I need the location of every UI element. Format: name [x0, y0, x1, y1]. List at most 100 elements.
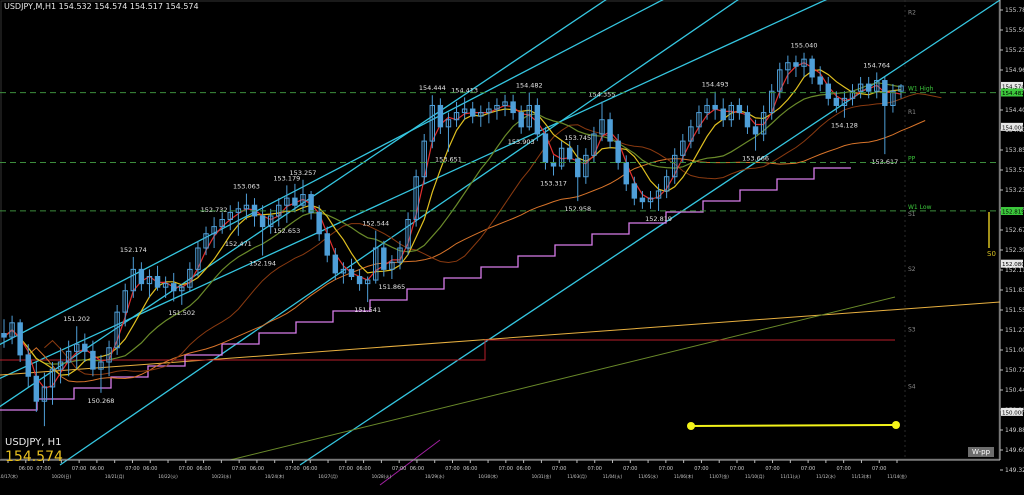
candle-body — [696, 112, 702, 128]
candle-body — [284, 197, 290, 206]
y-tick-label: 155.505 — [1005, 27, 1024, 34]
x-tick-label: 10/21(月) — [105, 474, 125, 480]
x-tick-label: 11/12(水) — [816, 473, 836, 479]
y-tick-label: 150.440 — [1005, 387, 1024, 394]
x-tick-label: 10/27(月) — [318, 474, 338, 480]
x-tick-label: 07:00 — [125, 466, 139, 472]
price-label: 152.194 — [249, 260, 276, 268]
price-labels-layer: 151.202 150.268 152.174 151.502 152.732 153.0… — [63, 42, 898, 405]
price-box — [1001, 207, 1023, 216]
x-tick-label: 10/28(火) — [372, 474, 392, 479]
candle-body — [41, 386, 48, 402]
x-tick-label: 06:00 — [463, 466, 477, 472]
candle-body — [211, 226, 217, 235]
candle-body — [98, 361, 104, 370]
candle-body — [106, 347, 112, 363]
candle-body — [760, 112, 767, 135]
y-tick-label: 151.275 — [1005, 327, 1024, 334]
price-label: 153.666 — [742, 155, 769, 163]
corner-label[interactable]: W-pp — [968, 447, 994, 457]
candle-body — [138, 268, 145, 285]
y-tick-label: 149.605 — [1005, 447, 1024, 454]
candle-body — [833, 97, 840, 106]
candle-body — [817, 76, 823, 85]
candle-body — [74, 343, 80, 352]
y-tick-label: 153.850 — [1005, 147, 1024, 154]
price-label: 153.317 — [540, 180, 567, 188]
candle-body — [469, 108, 476, 117]
channel-line — [0, 0, 664, 346]
candle-body — [154, 275, 161, 288]
y-tick-label: 152.390 — [1005, 247, 1024, 254]
candle-body — [90, 350, 96, 370]
candle-body — [461, 108, 468, 114]
price-label: 154.355 — [589, 91, 616, 99]
candle-body — [591, 133, 597, 156]
x-tick-label: 10/24(木) — [265, 473, 285, 480]
candle-body — [267, 215, 274, 228]
yellow-marker-end — [892, 421, 900, 429]
x-tick-label: 07:00 — [836, 466, 850, 472]
y-tick-label: 149.325 — [1005, 467, 1024, 474]
candle-body — [453, 112, 460, 121]
price-box — [1001, 81, 1023, 90]
pivot-label: S1 — [908, 211, 916, 218]
candle-body — [849, 90, 856, 99]
y-tick-label: 152.670 — [1005, 227, 1024, 234]
x-tick-label: 10/17(木) — [0, 473, 18, 480]
candle-body — [712, 104, 718, 110]
candle-body — [324, 233, 330, 256]
candle-body — [292, 197, 298, 206]
price-label: 154.493 — [702, 81, 729, 89]
candle-body — [542, 133, 549, 163]
candle-body — [486, 108, 492, 114]
candle-body — [768, 90, 775, 114]
candle-body — [534, 104, 541, 135]
y-tick-label: 152.115 — [1005, 267, 1024, 274]
candle-body — [688, 126, 694, 142]
candle-body — [130, 268, 137, 292]
candle-body — [243, 204, 250, 210]
candle-body — [170, 283, 177, 292]
chart-header: USDJPY,M,H1 154.532 154.574 154.517 154.… — [4, 2, 199, 11]
candle-body — [227, 211, 233, 220]
candles-layer — [1, 52, 904, 427]
price-label: 153.903 — [508, 138, 535, 146]
price-box — [1001, 122, 1023, 131]
channel-line — [0, 0, 828, 380]
candle-body — [801, 58, 807, 67]
x-tick-label: 07:00 — [499, 466, 513, 472]
x-tick-label: 06:00 — [250, 466, 264, 472]
x-tick-label: 10/31(金) — [532, 473, 552, 479]
candle-body — [203, 233, 209, 249]
candle-body — [558, 147, 565, 167]
x-tick-label: 07:00 — [232, 466, 246, 472]
x-tick-label: 06:00 — [143, 466, 157, 472]
candle-body — [373, 247, 379, 281]
candle-body — [179, 286, 185, 292]
price-label: 153.063 — [233, 183, 260, 191]
candle-body — [744, 112, 751, 128]
candle-body — [599, 119, 605, 135]
y-tick-label: 154.965 — [1005, 67, 1024, 74]
x-tick-label: 11/14(金) — [887, 473, 907, 479]
x-tick-label: 07:00 — [285, 466, 299, 472]
candle-body — [655, 190, 662, 199]
candle-body — [316, 211, 322, 235]
candle-body — [340, 268, 347, 274]
x-tick-label: 07:00 — [588, 466, 602, 472]
candle-body — [890, 90, 896, 106]
x-tick-label: 07:00 — [445, 466, 459, 472]
plot-frame — [0, 0, 1000, 460]
pivot-label: S3 — [908, 327, 916, 334]
candle-body — [195, 247, 201, 270]
side-label: S0 — [987, 250, 996, 258]
candle-body — [25, 354, 31, 377]
x-tick-label: 07:00 — [179, 466, 193, 472]
grid-layer — [0, 0, 1000, 460]
price-label: 152.544 — [362, 220, 389, 228]
candle-body — [114, 311, 120, 349]
price-label: 151.865 — [378, 283, 405, 291]
candle-body — [583, 154, 589, 178]
